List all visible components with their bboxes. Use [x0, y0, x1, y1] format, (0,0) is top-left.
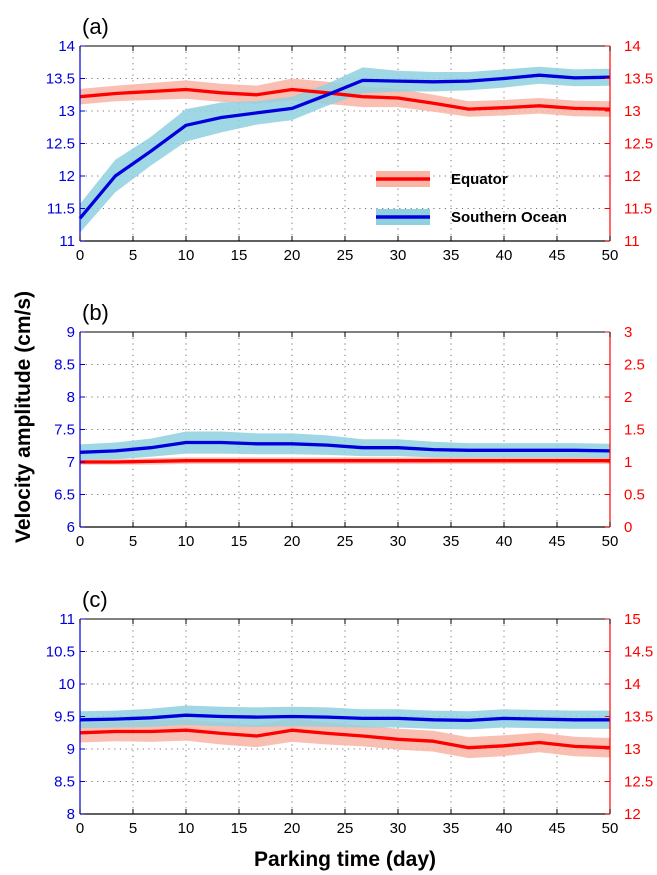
y-left-tick-label: 6: [67, 519, 75, 536]
y-right-tick-label: 14: [624, 38, 641, 55]
y-right-tick-label: 12.5: [624, 136, 653, 153]
southern-ocean-band: [80, 66, 610, 233]
x-tick-label: 10: [178, 533, 195, 550]
southern-ocean-line: [79, 713, 610, 723]
x-tick-label: 40: [496, 247, 513, 264]
y-right-tick-label: 13: [624, 103, 641, 120]
x-tick-label: 50: [602, 820, 619, 837]
x-tick-label: 25: [337, 533, 354, 550]
y-left-tick-label: 14: [58, 38, 75, 55]
y-left-tick-label: 10: [58, 676, 75, 693]
y-right-tick-label: 0.5: [624, 487, 645, 504]
panel-b: 0 5 10 15 20 25 30 35 40 45 50 6 6.5 7 7.5 8 8.5 9 0 0.5 1 1.…: [54, 300, 645, 550]
y-left-tick-label: 13: [58, 103, 75, 120]
y-left-tick-label: 11: [59, 233, 75, 250]
y-left-tick-label: 9.5: [54, 709, 75, 726]
equator-line: [79, 728, 611, 750]
y-left-tick-label: 12: [58, 168, 75, 185]
panel-label: (c): [82, 587, 108, 612]
x-tick-label: 5: [129, 247, 137, 264]
x-tick-label: 45: [549, 533, 566, 550]
y-left-tick-label: 8: [67, 389, 75, 406]
panel-a: 0 5 10 15 20 25 30 35 40 45 50 11 11.5 12 12.5 13 13.5 14…: [46, 14, 653, 264]
y-left-tick-label: 8.5: [54, 357, 75, 374]
x-tick-label: 15: [231, 820, 248, 837]
x-tick-label: 35: [443, 820, 460, 837]
y-left-tick-label: 8.5: [54, 774, 75, 791]
x-tick-label: 0: [76, 533, 84, 550]
y-left-tick-label: 9: [67, 324, 75, 341]
equator-line: [80, 459, 610, 464]
y-right-tick-label: 14.5: [624, 644, 653, 661]
x-tick-label: 40: [496, 820, 513, 837]
legend-equator-label: Equator: [451, 171, 508, 188]
y-right-tick-label: 13.5: [624, 709, 653, 726]
x-tick-label: 20: [284, 820, 301, 837]
y-right-tick-label: 2: [624, 389, 632, 406]
y-right-tick-label: 1.5: [624, 422, 645, 439]
southern-ocean-line: [78, 73, 611, 220]
y-right-tick-label: 14: [624, 676, 641, 693]
y-right-tick-label: 1: [624, 454, 632, 471]
x-tick-label: 45: [549, 247, 566, 264]
equator-line: [79, 87, 611, 111]
legend-southern-label: Southern Ocean: [451, 209, 567, 226]
panel-c: 0 5 10 15 20 25 30 35 40 45 50 8 8.5 9 9.5 10 10.5 11 12 12…: [46, 587, 653, 837]
x-tick-label: 5: [129, 533, 137, 550]
y-right-tick-label: 13.5: [624, 71, 653, 88]
x-tick-label: 25: [337, 820, 354, 837]
y-left-tick-label: 13.5: [46, 71, 75, 88]
x-tick-label: 10: [178, 820, 195, 837]
x-tick-label: 30: [390, 247, 407, 264]
y-left-tick-label: 11.5: [47, 201, 75, 218]
x-tick-label: 50: [602, 533, 619, 550]
y-left-tick-label: 8: [67, 806, 75, 823]
y-right-tick-label: 3: [624, 324, 632, 341]
y-right-tick-label: 12: [624, 168, 641, 185]
y-axis-title: Velocity amplitude (cm/s): [12, 291, 35, 543]
x-tick-label: 0: [76, 820, 84, 837]
y-right-tick-label: 15: [624, 611, 641, 628]
x-tick-label: 50: [602, 247, 619, 264]
y-right-tick-label: 0: [624, 519, 632, 536]
y-right-tick-label: 12: [624, 806, 641, 823]
y-right-tick-label: 11.5: [624, 201, 652, 218]
y-left-tick-label: 6.5: [54, 487, 75, 504]
x-axis-title: Parking time (day): [254, 848, 436, 871]
x-tick-label: 40: [496, 533, 513, 550]
x-tick-label: 5: [129, 820, 137, 837]
y-left-tick-label: 7.5: [54, 422, 75, 439]
y-right-tick-label: 13: [624, 741, 641, 758]
y-left-tick-label: 10.5: [46, 644, 75, 661]
panel-label: (a): [82, 14, 109, 39]
x-tick-label: 0: [76, 247, 84, 264]
x-tick-label: 15: [231, 533, 248, 550]
y-right-tick-label: 11: [624, 233, 640, 250]
y-right-tick-label: 12.5: [624, 774, 653, 791]
y-left-tick-label: 11: [59, 611, 75, 628]
panel-label: (b): [82, 300, 109, 325]
x-tick-label: 30: [390, 533, 407, 550]
x-tick-label: 20: [284, 247, 301, 264]
y-left-tick-label: 9: [67, 741, 75, 758]
x-tick-label: 45: [549, 820, 566, 837]
x-tick-label: 25: [337, 247, 354, 264]
y-right-tick-label: 2.5: [624, 357, 645, 374]
x-tick-label: 35: [443, 533, 460, 550]
x-tick-label: 35: [443, 247, 460, 264]
x-tick-label: 10: [178, 247, 195, 264]
y-left-tick-label: 7: [67, 454, 75, 471]
x-tick-label: 15: [231, 247, 248, 264]
x-tick-label: 30: [390, 820, 407, 837]
y-left-tick-label: 12.5: [46, 136, 75, 153]
legend: Equator Southern Ocean: [376, 171, 567, 226]
southern-ocean-line: [79, 440, 611, 454]
x-tick-label: 20: [284, 533, 301, 550]
